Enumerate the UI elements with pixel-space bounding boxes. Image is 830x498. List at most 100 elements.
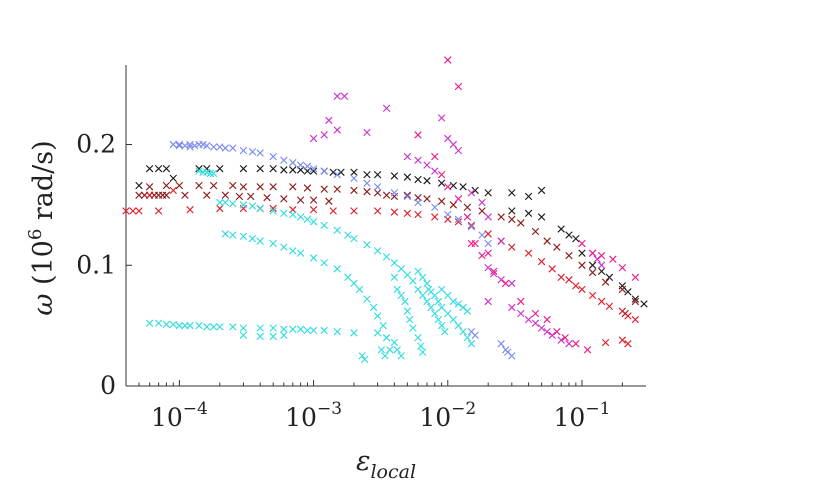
data-point (209, 323, 218, 331)
data-point (543, 315, 551, 324)
data-point (269, 332, 277, 341)
data-point (471, 239, 479, 248)
data-point (235, 192, 244, 201)
data-point (296, 196, 305, 204)
data-point (269, 207, 277, 215)
x-tick-exponent: −1 (585, 399, 610, 419)
data-point (350, 168, 358, 176)
data-point (379, 321, 387, 330)
data-point (403, 307, 412, 315)
data-point (467, 189, 476, 197)
data-point (403, 271, 412, 279)
data-point (624, 312, 632, 320)
data-point (382, 191, 391, 199)
data-point (618, 263, 627, 272)
data-point (216, 198, 224, 207)
data-point (548, 265, 556, 273)
data-point (256, 204, 264, 213)
data-point (221, 230, 230, 238)
data-point (373, 183, 382, 191)
data-point (195, 167, 203, 175)
data-point (390, 189, 399, 197)
data-point (423, 279, 431, 288)
data-point (459, 183, 467, 191)
data-point (158, 191, 167, 199)
data-point (631, 273, 640, 282)
data-point (444, 134, 452, 143)
data-point (434, 315, 443, 324)
data-point (206, 169, 215, 178)
data-point (203, 142, 211, 150)
data-point (269, 204, 277, 213)
data-point (588, 268, 597, 277)
data-point (248, 202, 257, 210)
data-point (508, 207, 516, 215)
data-point (449, 140, 458, 149)
data-point (441, 327, 449, 336)
data-point (467, 221, 476, 230)
data-point (390, 208, 399, 216)
x-tick-label: 10−1 (554, 399, 611, 432)
data-point (497, 213, 505, 221)
data-point (350, 186, 358, 195)
data-point (401, 297, 409, 306)
data-point (531, 227, 540, 236)
data-point (397, 352, 405, 360)
data-point (403, 173, 412, 181)
data-point (478, 251, 486, 260)
data-point (239, 183, 248, 191)
data-point (454, 300, 463, 308)
data-point (209, 169, 218, 178)
x-tick-label: 10−4 (151, 399, 208, 432)
data-point (454, 321, 463, 330)
data-point (572, 234, 580, 243)
data-point (320, 185, 328, 193)
data-point (309, 218, 318, 226)
data-point (162, 181, 171, 190)
data-point (431, 203, 439, 212)
data-point (524, 209, 533, 218)
data-point (373, 207, 382, 215)
data-point (221, 198, 230, 207)
data-point (309, 167, 318, 175)
data-point (358, 352, 366, 360)
data-point (437, 170, 446, 179)
data-point (269, 324, 277, 332)
data-point (484, 189, 492, 197)
data-point (145, 183, 154, 191)
data-point (463, 333, 472, 342)
data-point (162, 320, 171, 329)
data-point (414, 267, 422, 276)
data-point (256, 183, 264, 191)
data-point (289, 158, 297, 167)
series-3 (122, 186, 640, 348)
data-point (449, 297, 458, 306)
data-point (423, 177, 431, 185)
data-point (186, 321, 194, 330)
data-point (325, 197, 333, 205)
data-point (444, 56, 452, 64)
data-point (565, 276, 573, 284)
data-point (553, 327, 561, 336)
data-point (597, 251, 606, 260)
data-point (390, 172, 399, 180)
data-point (169, 186, 177, 195)
data-point (537, 257, 546, 266)
data-point (229, 323, 237, 331)
y-axis-label: ω (106 rad/s) (25, 140, 59, 315)
data-point (601, 278, 610, 286)
data-point (350, 329, 358, 337)
data-point (548, 331, 556, 339)
data-point (471, 331, 479, 339)
data-point (333, 185, 341, 193)
data-point (414, 156, 422, 164)
data-point (543, 237, 551, 245)
data-point (537, 213, 546, 221)
data-point (393, 285, 401, 294)
data-point (578, 249, 586, 257)
data-point (195, 181, 203, 190)
data-point (463, 203, 472, 212)
data-point (209, 143, 218, 151)
x-axis-label-main: ε (356, 446, 371, 477)
data-point (484, 239, 492, 248)
